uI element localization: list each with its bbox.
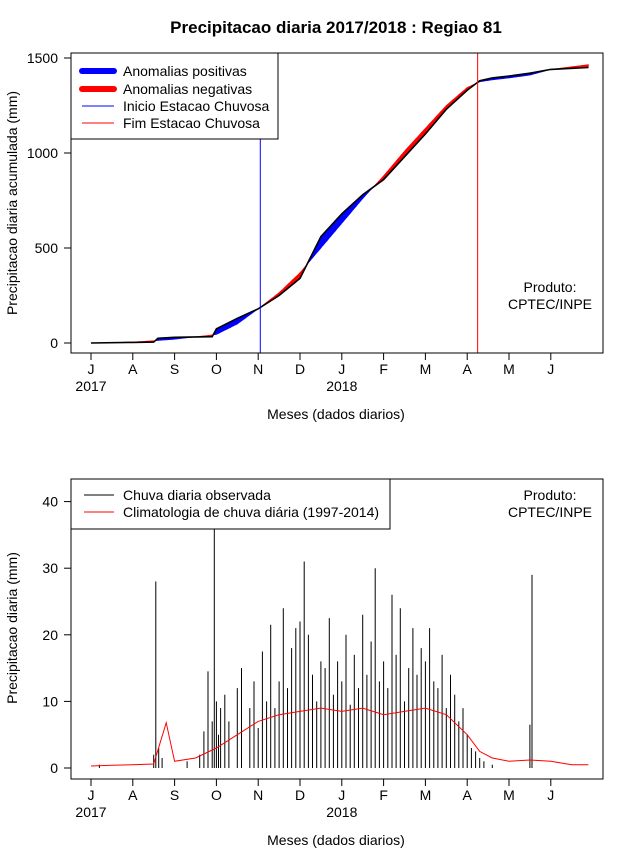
x-tick-label: M — [503, 787, 515, 803]
x-tick-label: A — [463, 361, 473, 377]
y-tick-label: 500 — [35, 240, 59, 256]
x-tick-label: A — [128, 787, 138, 803]
x-tick-label: A — [128, 361, 138, 377]
top-legend-box — [70, 52, 279, 140]
year-label: 2018 — [326, 804, 357, 820]
chart-title: Precipitacao diaria 2017/2018 : Regiao 8… — [170, 18, 502, 37]
x-tick-label: S — [170, 787, 179, 803]
x-tick-label: F — [379, 787, 388, 803]
y-tick-label: 10 — [42, 693, 58, 709]
y-tick-label: 1500 — [27, 50, 58, 66]
x-tick-label: O — [211, 787, 222, 803]
x-tick-label: O — [211, 361, 222, 377]
x-tick-label: J — [88, 361, 95, 377]
legend-label-positive: Anomalias positivas — [123, 63, 247, 79]
daily-rain-bars — [98, 528, 533, 768]
x-tick-label: J — [338, 361, 345, 377]
x-tick-label: J — [547, 787, 554, 803]
legend-label-end: Fim Estacao Chuvosa — [123, 115, 260, 131]
bottom-y-axis-label: Precipitacao diaria (mm) — [4, 552, 20, 704]
legend-label-negative: Anomalias negativas — [123, 81, 252, 97]
climatology-line — [90, 707, 589, 767]
bottom-product-name: CPTEC/INPE — [508, 504, 592, 520]
x-tick-label: N — [253, 787, 263, 803]
x-tick-label: M — [420, 787, 432, 803]
year-label: 2018 — [326, 378, 357, 394]
x-tick-label: M — [420, 361, 432, 377]
y-tick-label: 0 — [50, 760, 58, 776]
y-tick-label: 40 — [42, 494, 58, 510]
x-tick-label: F — [379, 361, 388, 377]
top-plot-frame — [70, 52, 604, 354]
x-tick-label: D — [295, 787, 305, 803]
y-tick-label: 0 — [50, 335, 58, 351]
x-tick-label: S — [170, 361, 179, 377]
top-y-axis-label: Precipitacao diaria acumulada (mm) — [4, 91, 20, 315]
bottom-legend: Chuva diaria observada Climatologia de c… — [70, 478, 391, 530]
y-tick-label: 20 — [42, 627, 58, 643]
top-anomaly-areas — [90, 64, 589, 344]
x-tick-label: A — [463, 787, 473, 803]
y-tick-label: 30 — [42, 560, 58, 576]
legend-label-climatology: Climatologia de chuva diária (1997-2014) — [123, 504, 379, 520]
legend-label-start: Inicio Estacao Chuvosa — [123, 98, 270, 114]
x-tick-label: J — [88, 787, 95, 803]
bottom-x-axis-label: Meses (dados diarios) — [267, 832, 405, 848]
y-tick-label: 1000 — [27, 145, 58, 161]
x-tick-label: N — [253, 361, 263, 377]
top-x-axis-label: Meses (dados diarios) — [267, 406, 405, 422]
year-label: 2017 — [75, 378, 106, 394]
x-tick-label: J — [547, 361, 554, 377]
x-tick-label: M — [503, 361, 515, 377]
bottom-y-axis: 0 10 20 30 40 — [42, 494, 71, 776]
x-tick-label: J — [338, 787, 345, 803]
year-label: 2017 — [75, 804, 106, 820]
top-product-name: CPTEC/INPE — [508, 296, 592, 312]
legend-label-observed: Chuva diaria observada — [123, 487, 271, 503]
bottom-legend-box — [70, 478, 391, 530]
top-product-label: Produto: — [524, 279, 577, 295]
top-legend: Anomalias positivas Anomalias negativas … — [70, 52, 279, 140]
top-y-axis: 0 500 1000 1500 — [27, 50, 71, 351]
x-tick-label: D — [295, 361, 305, 377]
bottom-product-label: Produto: — [524, 487, 577, 503]
observed-cumulative-line — [90, 66, 589, 344]
